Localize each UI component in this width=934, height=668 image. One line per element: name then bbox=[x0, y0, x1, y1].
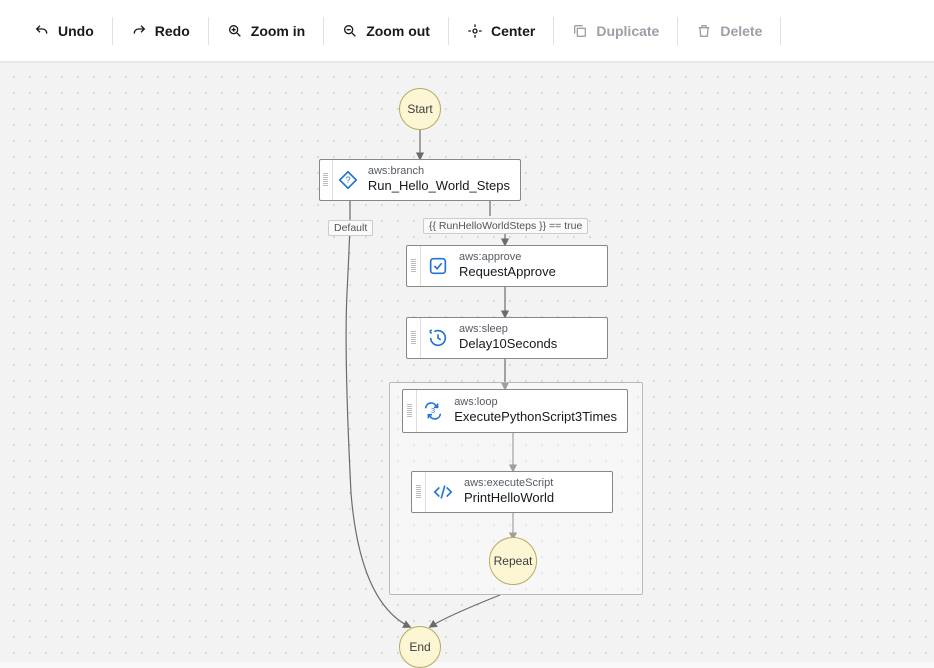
loop-icon: 3 bbox=[417, 390, 450, 432]
canvas[interactable]: Start End Default {{ RunHelloWorldSteps … bbox=[0, 62, 934, 662]
delete-button[interactable]: Delete bbox=[682, 14, 776, 48]
step-text: aws:executeScript PrintHelloWorld bbox=[460, 472, 564, 512]
zoom-in-label: Zoom in bbox=[251, 23, 305, 39]
branch-icon: ? bbox=[333, 160, 364, 200]
repeat-node[interactable]: Repeat bbox=[489, 537, 537, 585]
drag-handle[interactable] bbox=[407, 246, 421, 286]
zoom-out-label: Zoom out bbox=[366, 23, 430, 39]
duplicate-button[interactable]: Duplicate bbox=[558, 14, 673, 48]
drag-handle[interactable] bbox=[412, 472, 426, 512]
redo-icon bbox=[131, 23, 147, 39]
zoom-in-icon bbox=[227, 23, 243, 39]
step-branch[interactable]: ? aws:branch Run_Hello_World_Steps bbox=[319, 159, 521, 201]
delete-icon bbox=[696, 23, 712, 39]
approve-icon bbox=[421, 246, 455, 286]
condition-default-label: Default bbox=[328, 220, 373, 236]
step-loop[interactable]: 3 aws:loop ExecutePythonScript3Times bbox=[402, 389, 628, 433]
start-node[interactable]: Start bbox=[399, 88, 441, 130]
drag-handle[interactable] bbox=[403, 390, 417, 432]
zoom-out-icon bbox=[342, 23, 358, 39]
separator bbox=[112, 17, 113, 45]
separator bbox=[323, 17, 324, 45]
step-type: aws:branch bbox=[368, 165, 510, 178]
center-label: Center bbox=[491, 23, 535, 39]
zoom-in-button[interactable]: Zoom in bbox=[213, 14, 319, 48]
step-name: ExecutePythonScript3Times bbox=[454, 409, 617, 425]
separator bbox=[448, 17, 449, 45]
redo-label: Redo bbox=[155, 23, 190, 39]
zoom-out-button[interactable]: Zoom out bbox=[328, 14, 444, 48]
step-text: aws:approve RequestApprove bbox=[455, 246, 566, 286]
step-name: RequestApprove bbox=[459, 264, 556, 280]
sleep-icon bbox=[421, 318, 455, 358]
drag-handle[interactable] bbox=[320, 160, 333, 200]
step-name: Delay10Seconds bbox=[459, 336, 557, 352]
duplicate-icon bbox=[572, 23, 588, 39]
step-script[interactable]: aws:executeScript PrintHelloWorld bbox=[411, 471, 613, 513]
step-type: aws:loop bbox=[454, 396, 617, 409]
step-approve[interactable]: aws:approve RequestApprove bbox=[406, 245, 608, 287]
step-text: aws:branch Run_Hello_World_Steps bbox=[364, 160, 520, 200]
end-label: End bbox=[409, 640, 430, 654]
step-name: PrintHelloWorld bbox=[464, 490, 554, 506]
toolbar: Undo Redo Zoom in Zoom out Center Duplic… bbox=[0, 0, 934, 62]
step-name: Run_Hello_World_Steps bbox=[368, 178, 510, 194]
condition-true-label: {{ RunHelloWorldSteps }} == true bbox=[423, 218, 588, 234]
separator bbox=[553, 17, 554, 45]
step-type: aws:approve bbox=[459, 251, 556, 264]
separator bbox=[208, 17, 209, 45]
start-label: Start bbox=[407, 102, 432, 116]
repeat-label: Repeat bbox=[494, 554, 533, 568]
step-text: aws:sleep Delay10Seconds bbox=[455, 318, 567, 358]
script-icon bbox=[426, 472, 460, 512]
undo-icon bbox=[34, 23, 50, 39]
svg-text:?: ? bbox=[346, 175, 351, 185]
separator bbox=[677, 17, 678, 45]
step-type: aws:sleep bbox=[459, 323, 557, 336]
step-type: aws:executeScript bbox=[464, 477, 554, 490]
step-text: aws:loop ExecutePythonScript3Times bbox=[450, 390, 627, 432]
separator bbox=[780, 17, 781, 45]
drag-handle[interactable] bbox=[407, 318, 421, 358]
undo-button[interactable]: Undo bbox=[20, 14, 108, 48]
center-icon bbox=[467, 23, 483, 39]
step-sleep[interactable]: aws:sleep Delay10Seconds bbox=[406, 317, 608, 359]
redo-button[interactable]: Redo bbox=[117, 14, 204, 48]
svg-text:3: 3 bbox=[431, 406, 435, 415]
duplicate-label: Duplicate bbox=[596, 23, 659, 39]
delete-label: Delete bbox=[720, 23, 762, 39]
undo-label: Undo bbox=[58, 23, 94, 39]
center-button[interactable]: Center bbox=[453, 14, 549, 48]
